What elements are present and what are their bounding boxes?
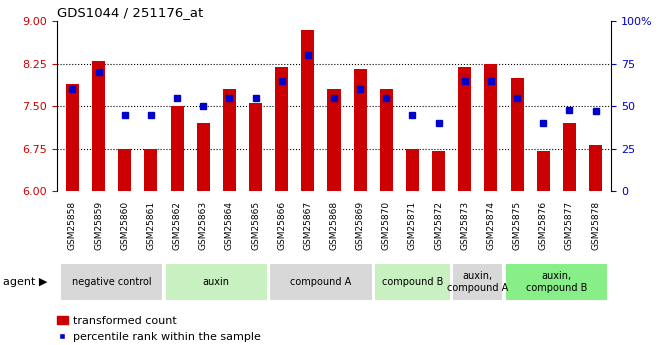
Bar	[327, 89, 341, 191]
Bar	[249, 104, 262, 191]
Bar	[170, 106, 184, 191]
Legend: transformed count, percentile rank within the sample: transformed count, percentile rank withi…	[57, 316, 261, 342]
FancyBboxPatch shape	[504, 263, 608, 301]
Text: auxin: auxin	[203, 277, 230, 287]
Text: agent ▶: agent ▶	[3, 277, 47, 287]
Bar	[92, 61, 105, 191]
Bar	[536, 151, 550, 191]
Bar	[484, 64, 498, 191]
Bar	[301, 30, 315, 191]
Text: auxin,
compound B: auxin, compound B	[526, 271, 587, 293]
Text: auxin,
compound A: auxin, compound A	[447, 271, 508, 293]
Text: GDS1044 / 251176_at: GDS1044 / 251176_at	[57, 6, 203, 19]
Bar	[458, 67, 472, 191]
FancyBboxPatch shape	[164, 263, 268, 301]
Bar	[510, 78, 524, 191]
Bar	[563, 123, 576, 191]
Bar	[432, 151, 445, 191]
Bar	[589, 145, 602, 191]
Text: negative control: negative control	[72, 277, 152, 287]
FancyBboxPatch shape	[269, 263, 373, 301]
FancyBboxPatch shape	[452, 263, 504, 301]
Bar	[66, 83, 79, 191]
Text: compound B: compound B	[382, 277, 443, 287]
Bar	[118, 149, 132, 191]
FancyBboxPatch shape	[374, 263, 451, 301]
Bar	[223, 89, 236, 191]
FancyBboxPatch shape	[60, 263, 164, 301]
Text: compound A: compound A	[291, 277, 351, 287]
Bar	[196, 123, 210, 191]
Bar	[144, 149, 158, 191]
Bar	[406, 149, 419, 191]
Bar	[380, 89, 393, 191]
Bar	[353, 69, 367, 191]
Bar	[275, 67, 288, 191]
